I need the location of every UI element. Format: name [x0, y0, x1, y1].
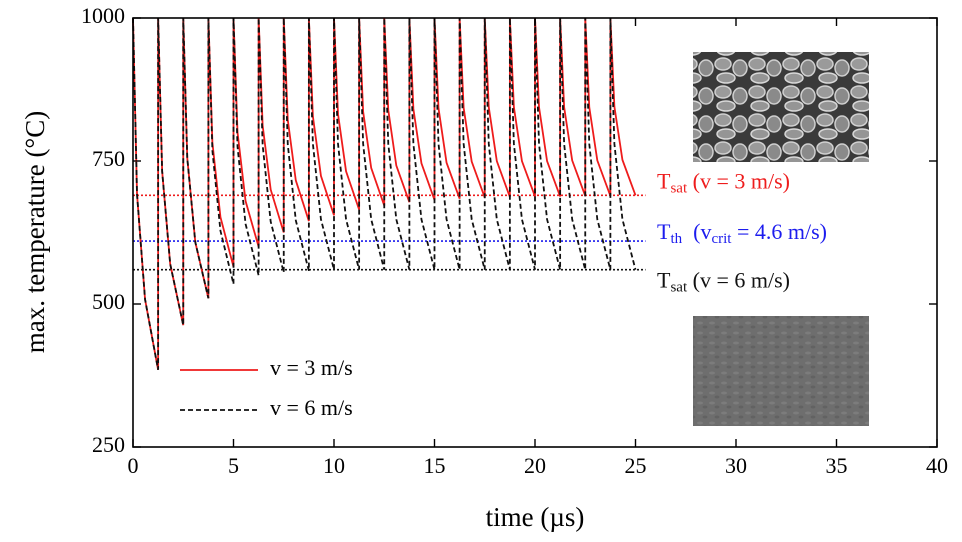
x-tick-label: 20 — [524, 453, 546, 478]
y-tick-label: 250 — [92, 432, 125, 457]
y-tick-label: 500 — [92, 289, 125, 314]
x-tick-label: 35 — [826, 453, 848, 478]
x-tick-label: 5 — [228, 453, 239, 478]
label-part: crit — [711, 232, 732, 248]
x-tick-label: 10 — [323, 453, 345, 478]
legend-label: v = 3 m/s — [270, 355, 353, 380]
label-part: T — [657, 219, 671, 244]
x-tick-label: 0 — [128, 453, 139, 478]
x-tick-label: 15 — [424, 453, 446, 478]
sem-image-rough — [693, 52, 869, 162]
label-part: sat — [670, 181, 687, 197]
label-part: T — [657, 268, 671, 293]
label-part: = 4.6 m/s) — [731, 219, 827, 244]
x-tick-label: 40 — [926, 453, 948, 478]
y-axis-title: max. temperature (°C) — [20, 111, 50, 353]
x-tick-label: 25 — [625, 453, 647, 478]
x-axis-title: time (µs) — [486, 502, 585, 532]
label-part: (v — [682, 219, 711, 244]
y-tick-label: 1000 — [81, 3, 125, 28]
label-part: (v = 3 m/s) — [687, 168, 790, 193]
reference-label: Tth (vcrit = 4.6 m/s) — [657, 219, 827, 247]
series-line — [132, 17, 637, 370]
reference-label: Tsat (v = 3 m/s) — [657, 168, 790, 196]
label-part: T — [657, 168, 671, 193]
x-tick-label: 30 — [725, 453, 747, 478]
reference-label: Tsat (v = 6 m/s) — [657, 268, 790, 296]
label-part: th — [670, 232, 682, 248]
legend-label: v = 6 m/s — [270, 395, 353, 420]
sem-image-smooth — [693, 316, 869, 426]
label-part: sat — [670, 280, 687, 296]
y-tick-label: 750 — [92, 146, 125, 171]
label-part: (v = 6 m/s) — [687, 268, 790, 293]
